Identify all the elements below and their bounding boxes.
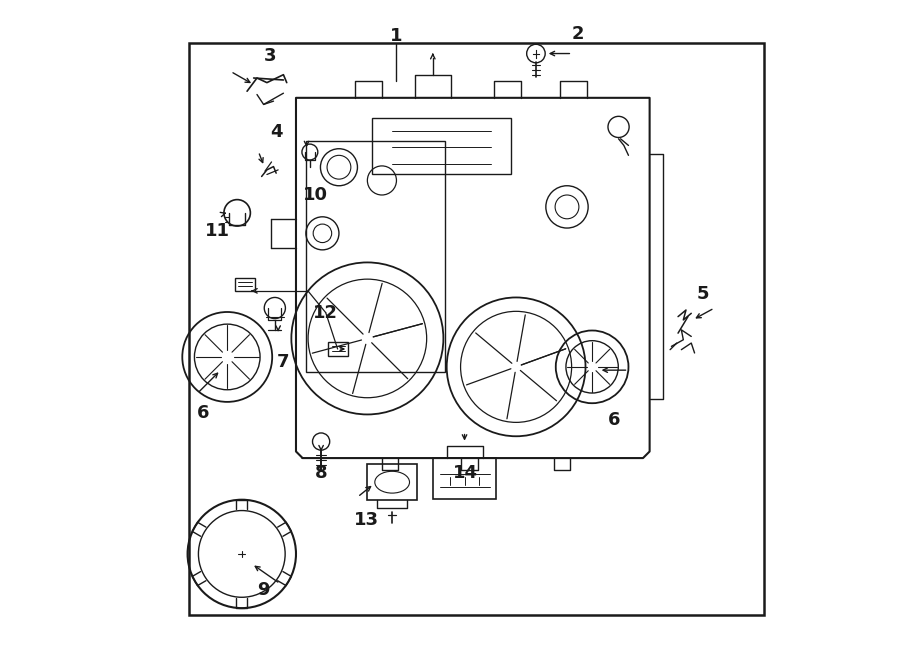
Text: 13: 13 (354, 511, 379, 529)
Bar (328, 342, 348, 356)
Text: 7: 7 (277, 352, 290, 371)
Text: 3: 3 (264, 47, 276, 65)
Bar (235, 278, 255, 291)
Bar (189, 43, 764, 615)
Text: 6: 6 (197, 404, 210, 422)
Text: 6: 6 (608, 410, 620, 429)
Text: 5: 5 (697, 285, 709, 303)
Bar (434, 458, 496, 499)
Text: 1: 1 (390, 27, 402, 46)
Text: 14: 14 (454, 463, 479, 482)
Text: 4: 4 (270, 123, 283, 141)
Bar (306, 141, 445, 372)
Text: 12: 12 (313, 303, 338, 322)
Text: 2: 2 (572, 25, 584, 44)
Text: 10: 10 (302, 186, 328, 204)
Text: 11: 11 (205, 222, 230, 241)
Bar (372, 118, 511, 174)
Text: 9: 9 (257, 581, 270, 600)
Text: 8: 8 (315, 464, 328, 483)
Bar (367, 464, 417, 500)
